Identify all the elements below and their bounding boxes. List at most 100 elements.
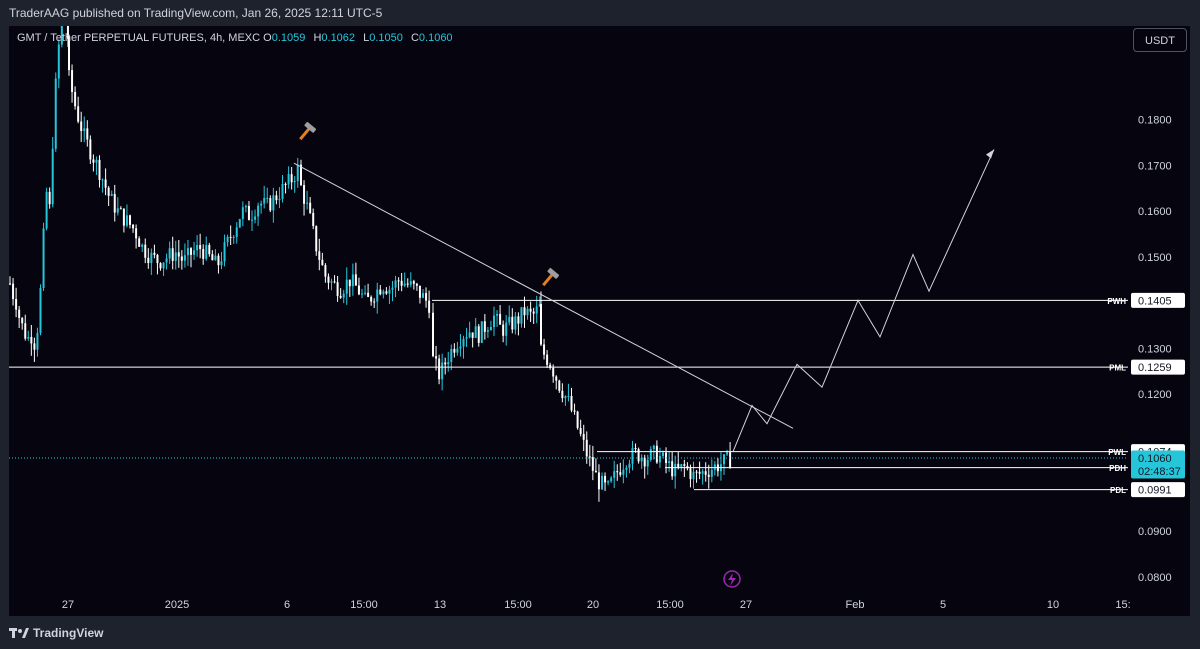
candle-body — [83, 128, 86, 132]
candle-body — [168, 248, 171, 259]
candle-body — [214, 255, 217, 261]
candle-body — [150, 252, 153, 264]
candle-body — [385, 291, 388, 294]
candle-body — [48, 191, 51, 205]
candle-body — [68, 38, 70, 71]
projection-path — [732, 149, 995, 452]
candle-body — [376, 289, 379, 302]
level-tag-pdh: PDH — [1109, 464, 1126, 473]
candle-body — [412, 281, 415, 284]
candle-body — [373, 301, 376, 303]
candle-body — [18, 309, 21, 318]
candle-body — [95, 159, 98, 163]
candle-body — [465, 337, 468, 339]
candle-body — [692, 471, 695, 480]
candle-body — [135, 228, 138, 239]
hammer-icon-left-head — [304, 121, 317, 133]
candle-body — [66, 26, 69, 39]
candle-body — [486, 330, 489, 332]
candle-body — [409, 281, 412, 285]
candle-body — [351, 274, 354, 287]
x-tick-label: 6 — [284, 599, 290, 611]
candle-body — [459, 346, 462, 349]
candle-body — [333, 281, 336, 283]
candle-body — [523, 307, 526, 316]
candle-body — [269, 198, 272, 211]
price-label-pdl-box — [1131, 482, 1185, 498]
candle-body — [601, 475, 603, 490]
candle-body — [543, 344, 546, 355]
candle-body — [177, 252, 180, 257]
hammer-icon-left — [299, 121, 317, 141]
candle-body — [726, 452, 729, 455]
candle-body — [144, 244, 147, 258]
candle-body — [122, 208, 125, 226]
candle-body — [190, 248, 192, 255]
candle-body — [113, 193, 116, 213]
last-price-label-countdown: 02:48:37 — [1138, 466, 1181, 478]
candle-body — [549, 364, 552, 368]
candle-body — [723, 454, 725, 465]
chart-area[interactable] — [9, 26, 1190, 616]
candle-body — [251, 219, 253, 221]
level-labels-layer: PWH PML PWL PDH PDL — [1107, 297, 1126, 495]
level-tag-pwl: PWL — [1108, 448, 1126, 457]
y-tick-label: 0.0900 — [1138, 526, 1172, 538]
candle-body — [477, 326, 480, 343]
candle-body — [514, 316, 517, 330]
candle-body — [391, 287, 394, 290]
candle-body — [223, 242, 226, 262]
tradingview-logo[interactable]: TradingView — [9, 626, 103, 640]
candles-layer — [9, 11, 732, 502]
candle-body — [540, 304, 542, 345]
candle-body — [558, 380, 561, 391]
price-label-pwh-text: 0.1405 — [1138, 295, 1172, 307]
header-bar: TraderAAG published on TradingView.com, … — [0, 0, 1200, 26]
candle-body — [211, 254, 214, 261]
candle-body — [444, 362, 447, 365]
candle-body — [238, 219, 241, 228]
candle-body — [447, 362, 450, 365]
symbol-legend: GMT / Tether PERPETUAL FUTURES, 4h, MEXC… — [17, 32, 458, 44]
candle-body — [306, 202, 309, 204]
candle-body — [438, 358, 441, 380]
candle-body — [634, 448, 637, 450]
candle-body — [220, 261, 223, 266]
candle-body — [247, 205, 250, 221]
candle-body — [622, 469, 625, 475]
candle-body — [89, 139, 92, 160]
candle-body — [287, 174, 290, 185]
candle-body — [107, 187, 110, 196]
candle-body — [585, 439, 588, 457]
candle-body — [529, 308, 532, 312]
candle-body — [244, 205, 247, 208]
price-label-pml-box — [1131, 359, 1185, 375]
price-label-pwh-box — [1131, 292, 1185, 308]
candle-body — [428, 300, 431, 313]
currency-button[interactable]: USDT — [1133, 28, 1187, 52]
candle-body — [502, 324, 505, 336]
candle-body — [695, 471, 698, 473]
candle-body — [293, 181, 296, 183]
x-tick-label: 27 — [62, 599, 74, 611]
candle-body — [229, 236, 232, 238]
candle-body — [655, 445, 658, 463]
candle-body — [309, 202, 312, 213]
x-tick-label: 15:00 — [504, 599, 532, 611]
low-key: L — [363, 32, 370, 44]
x-tick-label: 15:00 — [350, 599, 378, 611]
candle-body — [388, 289, 391, 294]
candle-body — [348, 279, 351, 287]
candle-body — [591, 457, 594, 471]
candle-body — [64, 11, 66, 17]
candle-body — [499, 314, 502, 325]
candle-body — [199, 245, 202, 249]
candle-body — [468, 332, 471, 338]
candle-body — [517, 316, 520, 324]
candle-body — [474, 326, 477, 338]
candle-body — [493, 315, 495, 328]
symbol-name: GMT / Tether PERPETUAL FUTURES, 4h, MEXC — [17, 32, 261, 44]
candle-body — [382, 291, 385, 295]
candle-body — [153, 252, 156, 255]
